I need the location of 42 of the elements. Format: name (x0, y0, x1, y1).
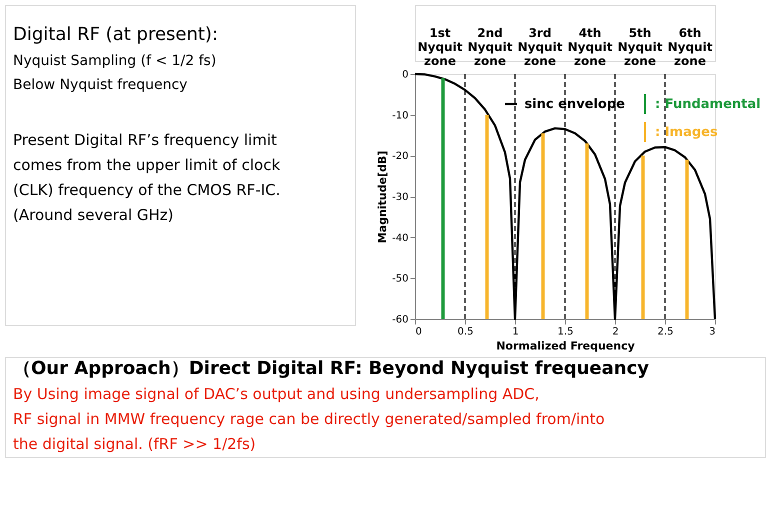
x-tick-label: 1 (512, 326, 519, 338)
text: (Around several GHz) (13, 206, 174, 224)
text: Below Nyquist frequency (13, 77, 188, 93)
x-tick-label: 2.5 (658, 326, 674, 338)
bar (541, 133, 545, 319)
y-tick-label: -50 (392, 274, 408, 285)
y-tick-label: -10 (392, 110, 408, 122)
y-tick-label: -30 (392, 192, 408, 203)
legend-label: : Fundamental (655, 97, 761, 112)
y-axis-title: Magnitude[dB] (376, 150, 390, 244)
x-tick-label: 3 (709, 326, 716, 338)
bar (485, 114, 489, 319)
x-tick-label: 0 (416, 326, 422, 338)
x-tick-label: 0.5 (458, 326, 474, 338)
bar (441, 78, 445, 319)
text: 1st Nyquit zone (418, 26, 463, 68)
text: 5th Nyquit zone (618, 26, 663, 68)
bar (585, 143, 589, 319)
text: Present Digital RF’s frequency limit (13, 131, 277, 149)
text: the digital signal. (fRF >> 1/2fs) (13, 435, 256, 453)
bar (641, 156, 645, 319)
legend-label: sinc envelope (524, 97, 626, 112)
text: Digital RF (at present): (13, 24, 218, 45)
bar (685, 160, 689, 319)
x-axis-title: Normalized Frequency (496, 340, 635, 352)
text: By Using image signal of DAC’s output and using undersampling ADC, (13, 385, 540, 403)
x-tick-label: 1.5 (558, 326, 574, 338)
y-tick-label: -20 (392, 151, 408, 162)
y-tick-label: 0 (402, 70, 408, 80)
text: （Our Approach）Direct Digital RF: Beyond Nyquist frequeancy (13, 358, 650, 379)
text: 6th Nyquit zone (668, 26, 713, 68)
y-tick-label: -40 (392, 232, 408, 244)
text: Nyquist Sampling (f < 1/2 fs) (13, 53, 216, 69)
text: 4th Nyquit zone (568, 26, 613, 68)
x-tick-label: 2 (612, 326, 619, 338)
legend-label: : Images (655, 125, 718, 140)
text: RF signal in MMW frequency rage can be directly generated/sampled from/into (13, 410, 605, 428)
y-tick-label: -60 (392, 314, 408, 326)
text: (CLK) frequency of the CMOS RF-IC. (13, 181, 280, 199)
text: 2nd Nyquit zone (468, 26, 513, 68)
text: 3rd Nyquit zone (518, 26, 563, 68)
text: comes from the upper limit of clock (13, 156, 280, 174)
